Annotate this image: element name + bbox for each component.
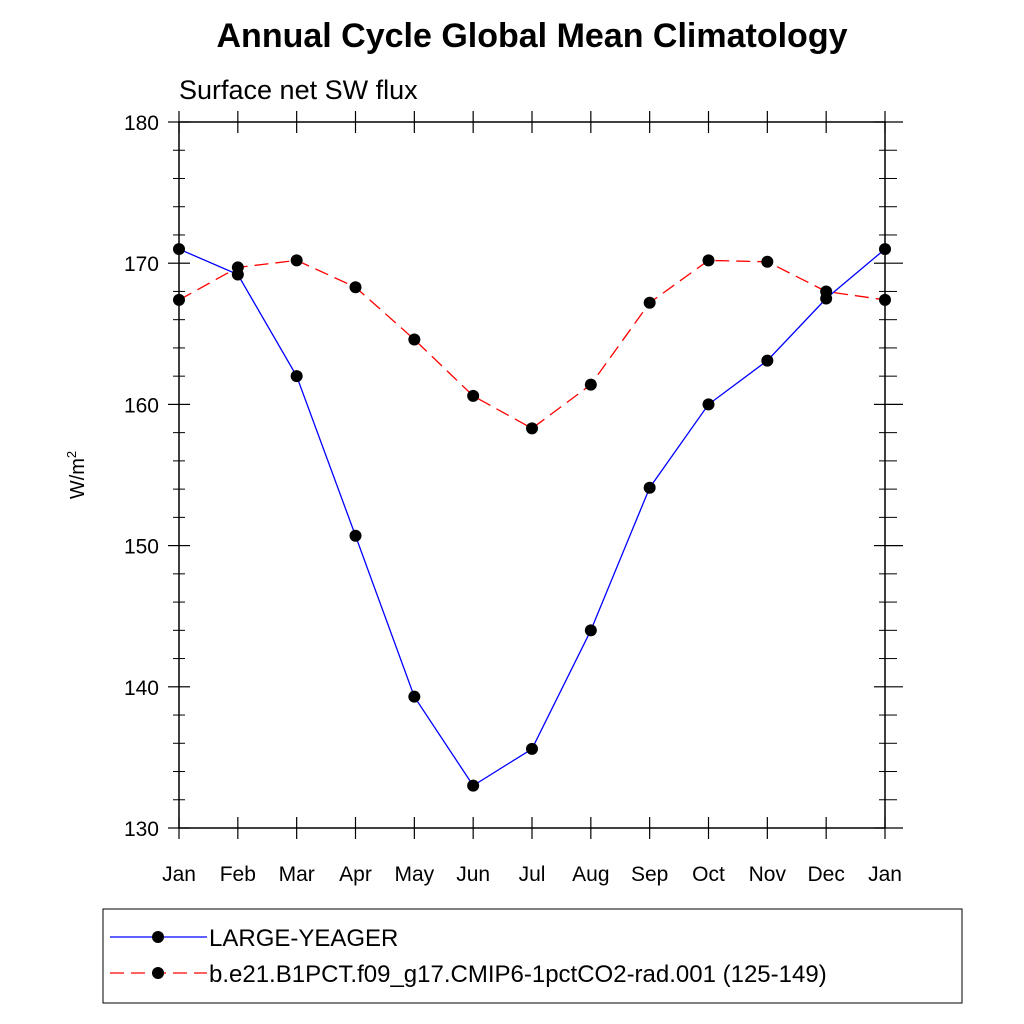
data-point bbox=[879, 243, 891, 256]
x-tick-label: Oct bbox=[692, 863, 725, 886]
plot-frame bbox=[178, 121, 886, 829]
x-tick-label: Jul bbox=[519, 863, 546, 886]
y-tick-label: 160 bbox=[124, 394, 159, 417]
x-tick-label: Mar bbox=[279, 863, 315, 886]
data-point bbox=[173, 293, 185, 306]
data-point bbox=[526, 742, 538, 755]
data-point bbox=[643, 481, 656, 494]
series-line bbox=[178, 259, 886, 430]
legend-label: LARGE-YEAGER bbox=[209, 925, 398, 952]
axis-ticks: 130 140 150 160 170 180 Jan Feb Mar Apr May Jun Jul A… bbox=[124, 111, 903, 886]
data-point bbox=[820, 285, 833, 298]
chart-subtitle: Surface net SW flux bbox=[179, 75, 418, 105]
x-tick-label: Aug bbox=[572, 863, 609, 886]
legend-marker bbox=[152, 967, 164, 979]
data-point bbox=[467, 779, 480, 792]
data-point bbox=[290, 254, 303, 267]
legend-marker bbox=[152, 931, 164, 943]
data-point bbox=[290, 370, 303, 383]
data-point bbox=[408, 690, 421, 703]
data-point bbox=[173, 243, 185, 256]
x-tick-label: May bbox=[394, 863, 434, 886]
chart-title: Annual Cycle Global Mean Climatology bbox=[217, 17, 848, 55]
series-1 bbox=[173, 243, 891, 792]
data-point bbox=[702, 398, 715, 411]
x-tick-label: Dec bbox=[807, 863, 844, 886]
data-point bbox=[349, 529, 362, 542]
data-point bbox=[349, 281, 362, 294]
data-point bbox=[702, 254, 715, 267]
y-tick-label: 130 bbox=[124, 818, 159, 841]
data-point bbox=[761, 354, 774, 367]
x-tick-label: Jan bbox=[162, 863, 196, 886]
y-tick-label: 170 bbox=[124, 253, 159, 276]
data-point bbox=[526, 422, 538, 435]
legend-box bbox=[102, 908, 963, 1004]
data-point bbox=[408, 333, 421, 346]
y-tick-label: 140 bbox=[124, 677, 159, 700]
x-tick-label: Sep bbox=[631, 863, 668, 886]
y-tick-label: 180 bbox=[124, 112, 159, 135]
data-point bbox=[761, 255, 774, 268]
legend-label: b.e21.B1PCT.f09_g17.CMIP6-1pctCO2-rad.00… bbox=[209, 961, 827, 988]
data-point bbox=[467, 389, 480, 402]
x-tick-label: Apr bbox=[339, 863, 372, 886]
series-layer bbox=[173, 243, 891, 792]
legend: LARGE-YEAGER b.e21.B1PCT.f09_g17.CMIP6-1p… bbox=[102, 908, 963, 1004]
data-point bbox=[584, 378, 597, 391]
y-tick-label: 150 bbox=[124, 536, 159, 559]
y-axis-label: W/m2 bbox=[64, 451, 89, 499]
data-point bbox=[879, 293, 891, 306]
data-point bbox=[584, 624, 597, 637]
data-point bbox=[231, 261, 244, 274]
x-tick-label: Nov bbox=[749, 863, 787, 886]
x-tick-label: Feb bbox=[220, 863, 256, 886]
series-line bbox=[178, 248, 886, 787]
x-tick-label: Jun bbox=[456, 863, 490, 886]
x-tick-label: Jan bbox=[868, 863, 902, 886]
data-point bbox=[643, 296, 656, 309]
series-2 bbox=[173, 254, 891, 435]
